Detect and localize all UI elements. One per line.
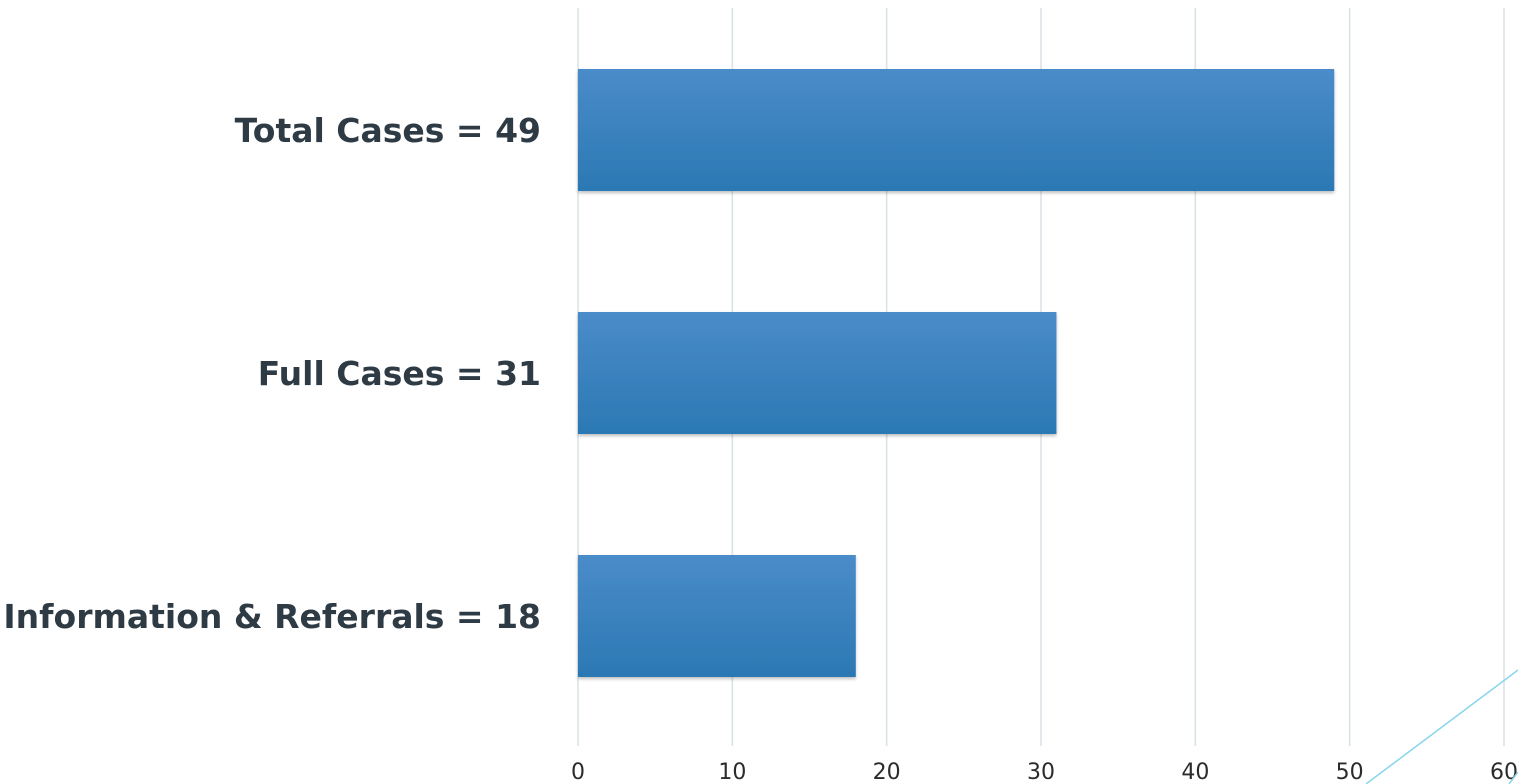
decorative-accent <box>1365 669 1518 784</box>
x-tick-label: 40 <box>1181 760 1209 784</box>
x-axis-tick-labels: 0 10 20 30 40 50 60 <box>571 760 1518 784</box>
category-label: Information & Referrals = 18 <box>3 597 541 636</box>
x-tick-label: 60 <box>1490 760 1518 784</box>
decorative-accent-line <box>1508 771 1518 784</box>
bar <box>578 555 856 677</box>
x-tick-label: 20 <box>873 760 901 784</box>
x-tick-label: 0 <box>571 760 585 784</box>
bar <box>578 312 1057 434</box>
category-labels: Total Cases = 49 Full Cases = 31 Informati… <box>3 111 541 636</box>
decorative-accent-line <box>1365 669 1518 784</box>
x-tick-label: 50 <box>1336 760 1364 784</box>
category-label: Full Cases = 31 <box>258 354 541 393</box>
category-label: Total Cases = 49 <box>235 111 541 150</box>
bars <box>578 69 1335 677</box>
x-tick-label: 10 <box>718 760 746 784</box>
bar <box>578 69 1335 191</box>
x-tick-label: 30 <box>1027 760 1055 784</box>
